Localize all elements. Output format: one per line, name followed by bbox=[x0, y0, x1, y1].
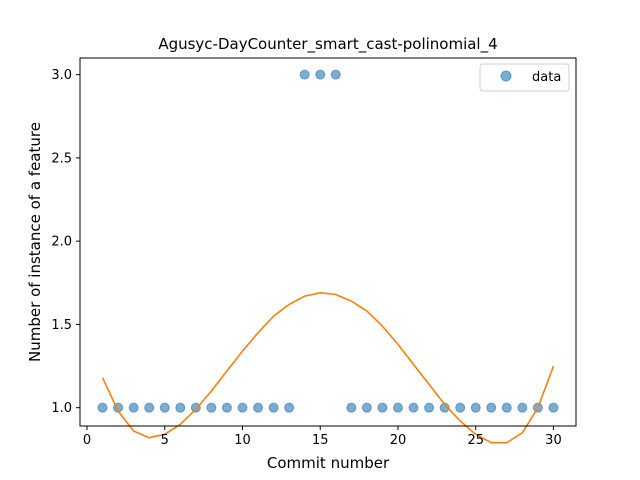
data-point bbox=[501, 402, 512, 413]
legend: data bbox=[479, 63, 570, 92]
data-point bbox=[253, 402, 264, 413]
y-tick-label: 1.0 bbox=[51, 401, 72, 416]
data-point bbox=[206, 402, 217, 413]
data-point bbox=[455, 402, 466, 413]
data-point bbox=[330, 69, 341, 80]
data-point bbox=[284, 402, 295, 413]
plot-area-frame bbox=[79, 57, 577, 427]
data-point bbox=[408, 402, 419, 413]
data-point bbox=[548, 402, 559, 413]
data-point bbox=[144, 402, 155, 413]
legend-box bbox=[479, 63, 570, 92]
y-tick-label: 1.5 bbox=[51, 318, 72, 333]
y-axis: 1.0 1.5 2.0 2.5 3.0 bbox=[51, 68, 80, 416]
x-tick-label: 30 bbox=[545, 433, 562, 448]
x-tick-label: 25 bbox=[467, 433, 484, 448]
y-axis-title: Number of instance of a feature bbox=[26, 122, 44, 362]
data-point bbox=[299, 69, 310, 80]
x-tick-label: 20 bbox=[390, 433, 407, 448]
chart-title: Agusyc-DayCounter_smart_cast-polinomial_… bbox=[158, 35, 497, 54]
y-tick-label: 3.0 bbox=[51, 68, 72, 83]
data-point bbox=[237, 402, 248, 413]
x-axis: 0 5 10 15 20 25 30 bbox=[83, 426, 562, 448]
x-axis-title: Commit number bbox=[267, 454, 390, 472]
x-tick-label: 5 bbox=[161, 433, 169, 448]
legend-marker-data bbox=[500, 70, 512, 82]
x-tick-label: 15 bbox=[312, 433, 329, 448]
data-point bbox=[361, 402, 372, 413]
data-point bbox=[470, 402, 481, 413]
legend-label-data: data bbox=[532, 70, 561, 85]
y-tick-label: 2.0 bbox=[51, 235, 72, 250]
data-point bbox=[486, 402, 497, 413]
data-point bbox=[159, 402, 170, 413]
data-point bbox=[175, 402, 186, 413]
x-tick-label: 10 bbox=[234, 433, 251, 448]
x-tick-label: 0 bbox=[83, 433, 91, 448]
data-point bbox=[221, 402, 232, 413]
data-point bbox=[128, 402, 139, 413]
data-point bbox=[424, 402, 435, 413]
data-point bbox=[517, 402, 528, 413]
data-point bbox=[97, 402, 108, 413]
data-point bbox=[392, 402, 403, 413]
data-point bbox=[377, 402, 388, 413]
data-point bbox=[315, 69, 326, 80]
data-point bbox=[268, 402, 279, 413]
data-point bbox=[346, 402, 357, 413]
y-tick-label: 2.5 bbox=[51, 151, 72, 166]
